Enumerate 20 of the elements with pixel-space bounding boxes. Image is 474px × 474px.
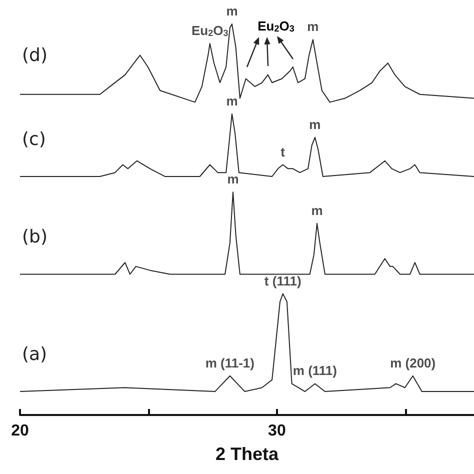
series-label: (b) <box>22 226 48 248</box>
series-label: (c) <box>22 128 46 150</box>
annotation: m <box>227 172 239 187</box>
x-axis-title: 2 Theta <box>215 444 280 464</box>
annotation: m (11-1) <box>205 355 254 370</box>
annotation: t (111) <box>264 273 302 288</box>
x-tick-label: 30 <box>268 422 286 440</box>
annotation: m <box>309 116 321 132</box>
series-label: (a) <box>22 344 48 366</box>
x-tick-label: 20 <box>11 422 29 440</box>
annotation: Eu2O3 <box>192 23 228 38</box>
annotation: m <box>226 93 238 108</box>
annotation: m <box>226 4 238 18</box>
annotation: t <box>280 144 286 160</box>
annotation: m <box>307 19 319 34</box>
series-label: (d) <box>22 44 48 66</box>
annotation: Eu2O3 <box>258 18 294 34</box>
annotation: m (111) <box>292 363 338 378</box>
annotation: m (200) <box>390 355 436 370</box>
annotation: m <box>311 202 323 218</box>
